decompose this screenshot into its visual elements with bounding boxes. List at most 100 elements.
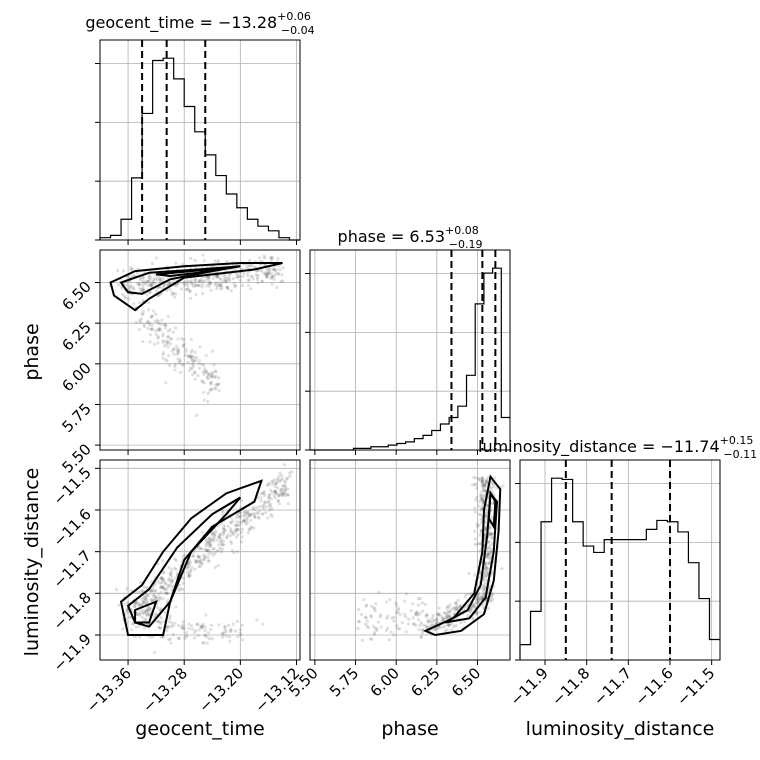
- sample-point: [164, 326, 168, 330]
- sample-point: [238, 631, 243, 635]
- sample-point: [132, 287, 136, 291]
- sample-point: [197, 279, 201, 283]
- sample-point: [277, 264, 281, 268]
- sample-point: [447, 615, 451, 620]
- sample-point: [147, 275, 151, 279]
- sample-point: [187, 287, 191, 292]
- sample-point: [221, 526, 226, 530]
- sample-point: [375, 628, 379, 632]
- sample-point: [206, 391, 210, 396]
- sample-point: [489, 599, 493, 603]
- sample-point: [213, 283, 217, 287]
- sample-point: [211, 536, 215, 540]
- sample-point: [197, 628, 201, 632]
- sample-point: [478, 542, 483, 546]
- sample-point: [136, 603, 140, 607]
- sample-point: [266, 500, 270, 504]
- sample-point: [209, 550, 213, 555]
- sample-point: [184, 353, 188, 357]
- sample-point: [152, 597, 157, 601]
- sample-point: [211, 553, 215, 557]
- sample-point: [150, 262, 154, 266]
- sample-point: [245, 520, 250, 525]
- sample-point: [135, 600, 140, 604]
- sample-point: [486, 476, 490, 480]
- sample-point: [266, 516, 270, 520]
- sample-point: [178, 589, 182, 593]
- sample-point: [148, 282, 152, 286]
- sample-point: [162, 578, 166, 582]
- sample-point: [419, 621, 423, 625]
- sample-point: [418, 611, 422, 615]
- sample-point: [189, 279, 194, 283]
- sample-point: [170, 568, 174, 572]
- sample-point: [250, 506, 255, 511]
- sample-point: [483, 482, 487, 486]
- sample-point: [224, 279, 228, 283]
- sample-point: [279, 487, 284, 492]
- sample-point: [423, 602, 428, 606]
- sample-point: [274, 482, 278, 486]
- sample-point: [136, 281, 140, 286]
- sample-point: [189, 624, 194, 628]
- ylabel-phase: phase: [21, 323, 43, 380]
- sample-point: [477, 504, 481, 508]
- sample-point: [245, 516, 249, 520]
- sample-point: [191, 373, 195, 377]
- sample-point: [220, 286, 224, 290]
- sample-point: [473, 529, 477, 533]
- sample-point: [362, 598, 366, 602]
- sample-point: [149, 608, 153, 612]
- sample-point: [125, 610, 129, 614]
- sample-point: [145, 613, 149, 617]
- sample-point: [211, 374, 215, 378]
- sample-point: [150, 314, 154, 318]
- sample-point: [281, 491, 285, 495]
- sample-point: [148, 283, 153, 288]
- sample-point: [237, 523, 241, 528]
- sample-point: [160, 318, 164, 322]
- sample-point: [201, 253, 205, 257]
- sample-point: [187, 354, 191, 358]
- sample-point: [475, 486, 479, 490]
- sample-point: [283, 493, 288, 497]
- sample-point: [276, 486, 280, 490]
- sample-point: [490, 571, 494, 576]
- sample-point: [481, 476, 485, 480]
- sample-point: [223, 625, 227, 630]
- sample-point: [204, 278, 208, 282]
- sample-point: [262, 491, 266, 496]
- sample-point: [188, 573, 192, 578]
- sample-point: [174, 261, 178, 265]
- hist-panel-luminosity_distance: −11.9−11.8−11.7−11.6−11.5: [507, 459, 721, 709]
- sample-point: [485, 478, 489, 482]
- sample-point: [436, 626, 440, 631]
- sample-point: [473, 573, 477, 577]
- sample-point: [140, 615, 144, 619]
- sample-point: [182, 626, 186, 630]
- sample-point: [369, 604, 374, 608]
- sample-point: [424, 624, 428, 628]
- sample-point: [134, 600, 139, 605]
- sample-point: [165, 591, 169, 595]
- sample-point: [419, 635, 423, 639]
- sample-point: [386, 626, 390, 630]
- sample-point: [193, 280, 197, 284]
- panel-frame: [519, 459, 721, 661]
- sample-point: [162, 283, 166, 287]
- sample-point: [490, 532, 494, 536]
- sample-point: [489, 532, 493, 536]
- sample-point: [221, 530, 226, 534]
- sample-point: [141, 288, 145, 293]
- sample-point: [203, 554, 207, 558]
- sample-point: [181, 581, 185, 585]
- sample-point: [421, 627, 425, 632]
- sample-point: [489, 532, 493, 536]
- sample-point: [400, 621, 404, 625]
- sample-point: [171, 578, 175, 582]
- sample-point: [392, 633, 396, 637]
- sample-point: [214, 281, 218, 285]
- sample-point: [482, 585, 486, 589]
- sample-point: [157, 625, 161, 629]
- sample-point: [458, 603, 462, 607]
